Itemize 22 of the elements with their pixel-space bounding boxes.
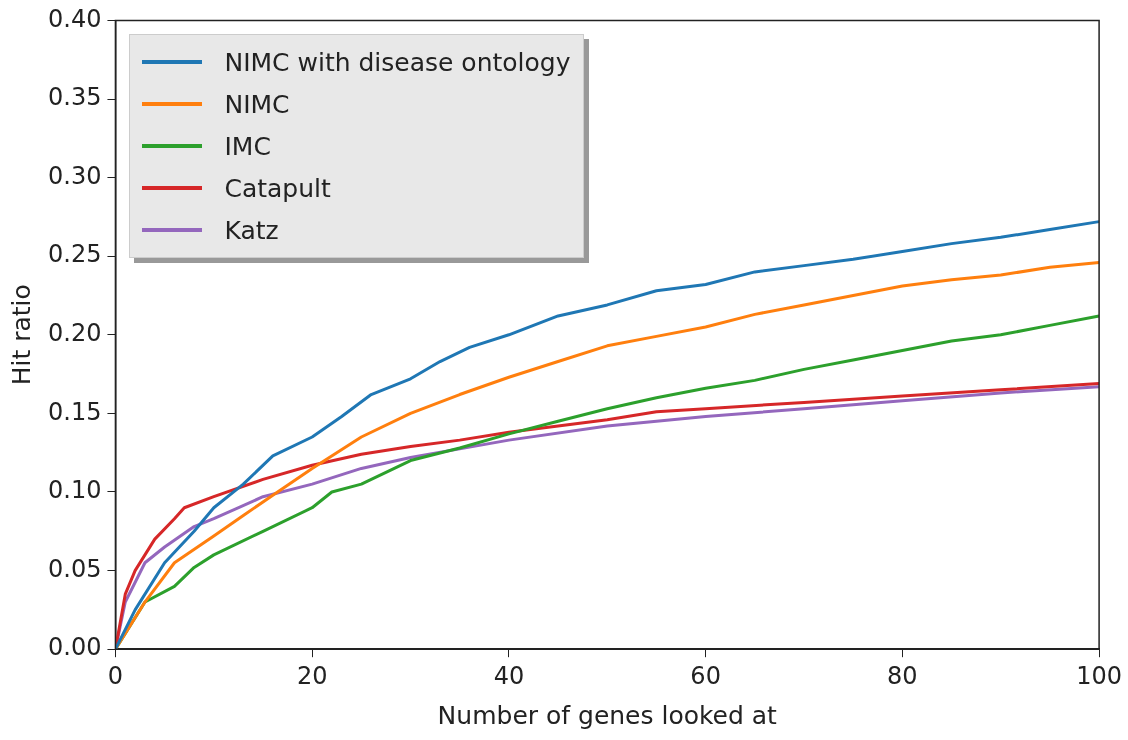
y-tick-label: 0.40 bbox=[48, 4, 102, 33]
y-tick-label: 0.35 bbox=[48, 83, 102, 112]
legend-label: Catapult bbox=[224, 173, 331, 203]
y-tick-label: 0.30 bbox=[48, 161, 102, 190]
legend-label: NIMC bbox=[224, 89, 290, 119]
x-tick-label: 0 bbox=[107, 661, 124, 690]
x-axis-title: Number of genes looked at bbox=[437, 700, 778, 730]
legend-label: NIMC with disease ontology bbox=[224, 47, 571, 77]
y-tick-label: 0.15 bbox=[48, 397, 102, 426]
y-tick-label: 0.05 bbox=[48, 554, 102, 583]
x-tick-label: 60 bbox=[690, 661, 721, 690]
y-tick-label: 0.20 bbox=[48, 319, 102, 348]
y-tick-label: 0.00 bbox=[48, 633, 102, 662]
y-tick-label: 0.25 bbox=[48, 240, 102, 269]
x-tick-label: 20 bbox=[296, 661, 328, 690]
legend-label: IMC bbox=[224, 131, 271, 161]
y-axis-title: Hit ratio bbox=[6, 284, 36, 386]
x-tick-label: 80 bbox=[887, 661, 918, 690]
legend-label: Katz bbox=[224, 215, 279, 245]
x-tick-label: 100 bbox=[1076, 661, 1122, 690]
x-tick-label: 40 bbox=[493, 661, 525, 690]
y-tick-label: 0.10 bbox=[48, 476, 102, 505]
